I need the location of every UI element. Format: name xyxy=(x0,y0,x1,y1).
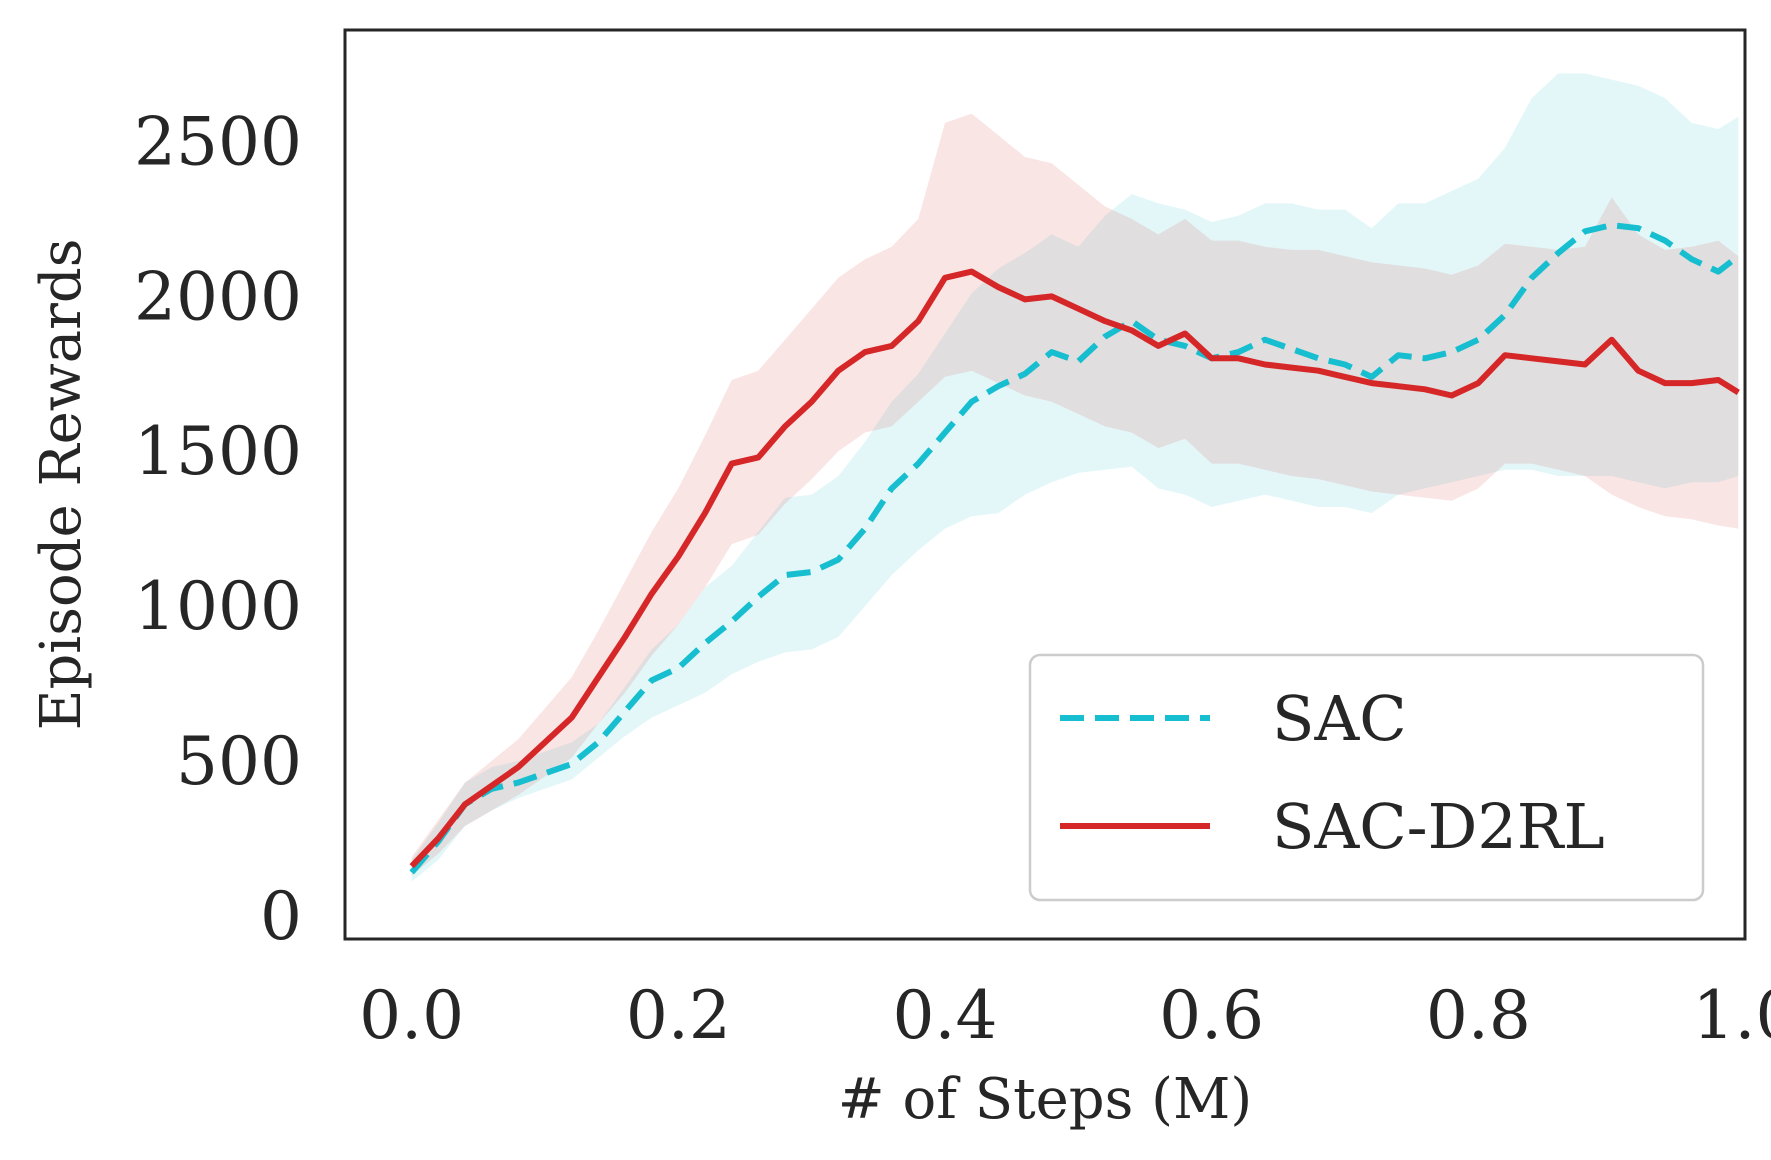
x-axis-ticks: 0.0 0.2 0.4 0.6 0.8 1.0 xyxy=(359,977,1771,1054)
legend-label-sac-d2rl: SAC-D2RL xyxy=(1272,790,1605,863)
x-tick-label: 1.0 xyxy=(1693,977,1771,1054)
x-tick-label: 0.0 xyxy=(359,977,464,1054)
band-sac xyxy=(411,73,1739,882)
x-tick-label: 0.8 xyxy=(1426,977,1531,1054)
y-tick-label: 1000 xyxy=(134,568,302,645)
legend-box xyxy=(1028,653,1705,902)
series-lines xyxy=(409,222,1741,875)
plot-frame xyxy=(343,28,1747,941)
legend: SAC SAC-D2RL xyxy=(1028,653,1705,902)
line-sac xyxy=(409,222,1741,875)
y-tick-label: 0 xyxy=(260,878,302,955)
x-tick-label: 0.4 xyxy=(893,977,998,1054)
band-sac-d2rl xyxy=(411,113,1739,876)
y-axis-ticks: 0 500 1000 1500 2000 2500 xyxy=(134,103,302,954)
line-sac-d2rl xyxy=(409,268,1740,869)
confidence-bands xyxy=(411,73,1739,882)
x-tick-label: 0.2 xyxy=(626,977,731,1054)
y-axis-label: Episode Rewards xyxy=(29,239,94,731)
y-tick-label: 1500 xyxy=(134,413,302,490)
y-tick-label: 2000 xyxy=(134,258,302,335)
y-tick-label: 500 xyxy=(176,723,302,800)
x-axis-label: # of Steps (M) xyxy=(838,1067,1252,1132)
y-tick-label: 2500 xyxy=(134,103,302,180)
legend-label-sac: SAC xyxy=(1272,682,1407,755)
x-tick-label: 0.6 xyxy=(1159,977,1264,1054)
